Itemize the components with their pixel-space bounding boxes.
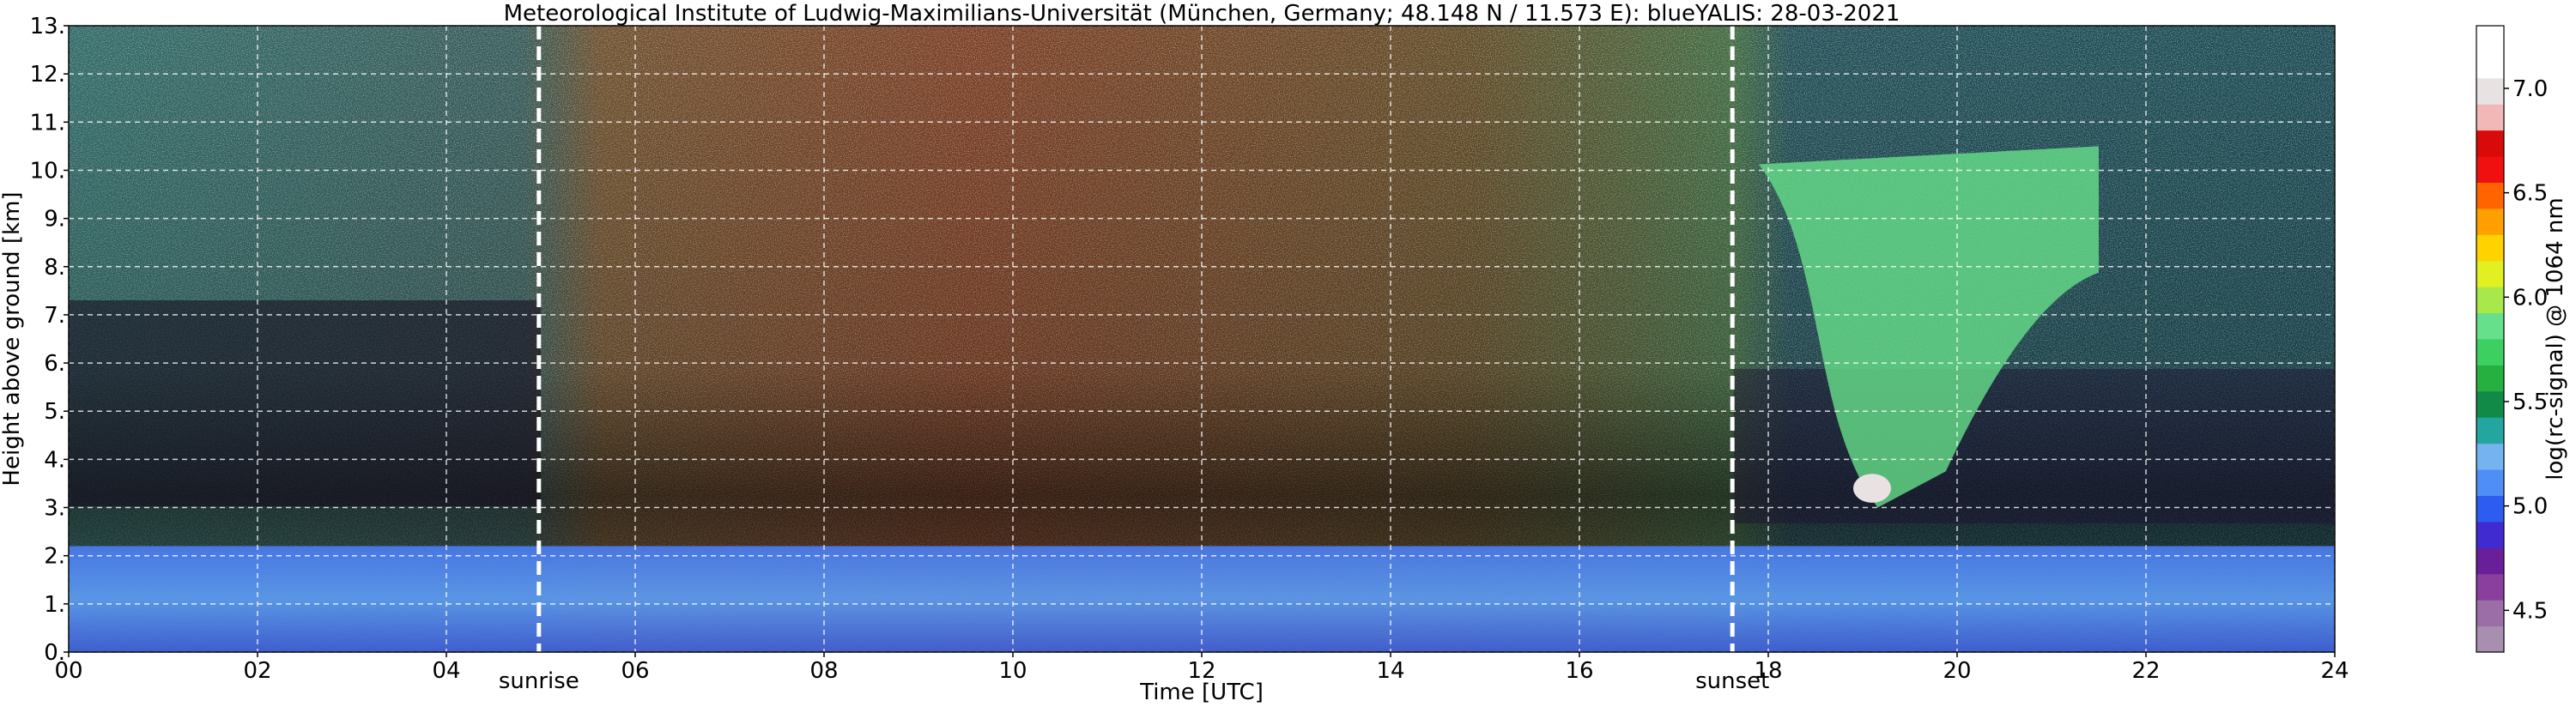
- colorbar-segment: [2476, 156, 2504, 183]
- colorbar-segment: [2476, 287, 2504, 314]
- colorbar-segment: [2476, 51, 2504, 79]
- colorbar-frame: [2476, 25, 2505, 653]
- colorbar-segment: [2476, 547, 2504, 575]
- x-tick-label: 20: [1943, 658, 1971, 684]
- colorbar-segment: [2476, 625, 2504, 653]
- y-tick-label: 2.: [44, 544, 65, 570]
- region-cloud-cluster: [1759, 146, 2099, 508]
- colorbar-segment: [2476, 417, 2504, 444]
- colorbar-segment: [2476, 443, 2504, 470]
- colorbar: 4.5 5.0 5.5 6.0 6.5 7.0: [2476, 25, 2548, 653]
- pre-sunrise-dark-layer: [69, 300, 541, 506]
- x-tick-label: 22: [2131, 658, 2160, 684]
- colorbar-segment: [2476, 234, 2504, 262]
- sunrise-label: sunrise: [499, 668, 579, 694]
- colorbar-tick-label: 4.5: [2512, 598, 2548, 624]
- colorbar-segment: [2476, 260, 2504, 287]
- colorbar-tick-label: 6.0: [2512, 285, 2548, 311]
- y-tick-label: 7.: [44, 303, 65, 329]
- colorbar-segment: [2476, 339, 2504, 366]
- x-tick-label: 10: [998, 658, 1027, 684]
- x-tick-label: 00: [54, 658, 82, 684]
- y-tick-label: 13.: [30, 14, 65, 39]
- colorbar-segment: [2476, 495, 2504, 523]
- x-tick-label: 14: [1376, 658, 1404, 684]
- y-tick-label: 10.: [30, 158, 65, 184]
- colorbar-segment: [2476, 521, 2504, 548]
- colorbar-segment: [2476, 77, 2504, 105]
- colorbar-tick-label: 6.5: [2512, 181, 2548, 207]
- y-tick-label: 8.: [44, 255, 65, 281]
- y-tick-label: 11.: [30, 110, 65, 136]
- post-sunset-dark-layer: [1734, 369, 2335, 523]
- y-tick-label: 5.: [44, 399, 65, 425]
- colorbar-segment: [2476, 390, 2504, 418]
- chart-title: Meteorological Institute of Ludwig-Maxim…: [504, 1, 1900, 27]
- y-tick-label: 1.: [44, 592, 65, 618]
- colorbar-segment: [2476, 208, 2504, 235]
- y-tick-label: 0.: [44, 640, 65, 666]
- colorbar-segment: [2476, 600, 2504, 627]
- colorbar-segment: [2476, 26, 2504, 52]
- colorbar-segment: [2476, 104, 2504, 131]
- x-tick-label: 04: [432, 658, 460, 684]
- x-tick-label: 24: [2320, 658, 2349, 684]
- y-tick-label: 4.: [44, 447, 65, 473]
- x-tick-label: 18: [1754, 658, 1782, 684]
- x-tick-label: 02: [243, 658, 271, 684]
- x-tick-label: 08: [809, 658, 838, 684]
- colorbar-segment: [2476, 573, 2504, 601]
- x-axis-label: Time [UTC]: [1139, 680, 1264, 705]
- y-tick-label: 9.: [44, 207, 65, 233]
- x-tick-label: 06: [621, 658, 649, 684]
- colorbar-segment: [2476, 182, 2504, 209]
- x-tick-label: 12: [1187, 658, 1215, 684]
- colorbar-segment: [2476, 365, 2504, 392]
- sunset-label: sunset: [1695, 668, 1769, 694]
- y-tick-label: 12.: [30, 62, 65, 88]
- region-cloud-core: [1853, 474, 1891, 503]
- colorbar-tick-label: 7.0: [2512, 76, 2548, 102]
- y-tick-label: 3.: [44, 496, 65, 522]
- y-tick-label: 6.: [44, 351, 65, 377]
- colorbar-segment: [2476, 469, 2504, 496]
- x-tick-label: 16: [1565, 658, 1593, 684]
- colorbar-label: log(rc-signal) @ 1064 nm: [2543, 197, 2568, 480]
- colorbar-segment: [2476, 130, 2504, 157]
- colorbar-segment: [2476, 312, 2504, 340]
- y-axis-label: Height above ground [km]: [0, 191, 25, 486]
- colorbar-tick-label: 5.5: [2512, 390, 2548, 415]
- colorbar-tick-label: 5.0: [2512, 494, 2548, 520]
- plot-frame: [68, 25, 2336, 653]
- region-boundary-layer: [69, 546, 2335, 652]
